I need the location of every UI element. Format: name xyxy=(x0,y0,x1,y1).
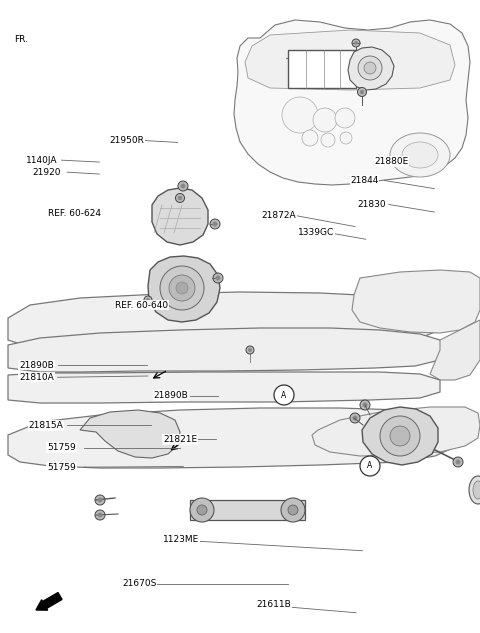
Text: 21890B: 21890B xyxy=(19,361,54,370)
Ellipse shape xyxy=(473,481,480,499)
Circle shape xyxy=(354,41,358,45)
Circle shape xyxy=(216,276,220,280)
Text: 21890B: 21890B xyxy=(154,391,188,400)
Ellipse shape xyxy=(469,476,480,504)
Text: REF. 60-640: REF. 60-640 xyxy=(115,301,168,310)
Circle shape xyxy=(95,495,105,505)
Circle shape xyxy=(335,108,355,128)
Circle shape xyxy=(358,87,367,96)
Polygon shape xyxy=(8,292,445,347)
Circle shape xyxy=(213,222,217,226)
Polygon shape xyxy=(348,47,394,90)
Circle shape xyxy=(176,194,184,203)
FancyArrow shape xyxy=(36,592,62,610)
Text: A: A xyxy=(281,391,287,399)
Circle shape xyxy=(197,505,207,515)
Circle shape xyxy=(246,346,254,354)
Circle shape xyxy=(360,456,380,476)
Polygon shape xyxy=(152,188,208,245)
Text: 1140JA: 1140JA xyxy=(26,156,58,165)
Circle shape xyxy=(282,97,318,133)
Text: 21611B: 21611B xyxy=(257,600,291,609)
Circle shape xyxy=(453,457,463,467)
Polygon shape xyxy=(190,500,305,520)
Circle shape xyxy=(313,108,337,132)
Text: 21872A: 21872A xyxy=(262,211,296,220)
Circle shape xyxy=(281,498,305,522)
Circle shape xyxy=(144,296,152,304)
Circle shape xyxy=(380,416,420,456)
Circle shape xyxy=(340,132,352,144)
Circle shape xyxy=(363,403,367,407)
Polygon shape xyxy=(362,407,438,465)
Text: 21670S: 21670S xyxy=(122,579,157,588)
Circle shape xyxy=(98,513,102,517)
Ellipse shape xyxy=(390,133,450,177)
Text: 21844: 21844 xyxy=(350,176,379,185)
Circle shape xyxy=(176,282,188,294)
Circle shape xyxy=(350,413,360,423)
Polygon shape xyxy=(245,30,455,90)
Circle shape xyxy=(160,266,204,310)
Circle shape xyxy=(364,62,376,74)
Circle shape xyxy=(456,460,460,464)
Circle shape xyxy=(181,184,185,188)
Text: 51759: 51759 xyxy=(47,463,76,472)
Polygon shape xyxy=(352,270,480,333)
Polygon shape xyxy=(8,372,440,403)
Text: 21880E: 21880E xyxy=(374,157,408,166)
Circle shape xyxy=(178,181,188,191)
Circle shape xyxy=(353,416,357,420)
Polygon shape xyxy=(312,407,480,456)
Polygon shape xyxy=(430,320,480,380)
Polygon shape xyxy=(80,410,180,458)
Text: 21920: 21920 xyxy=(33,168,61,177)
Circle shape xyxy=(169,275,195,301)
Circle shape xyxy=(210,219,220,229)
Text: 1339GC: 1339GC xyxy=(298,229,334,237)
Text: 21830: 21830 xyxy=(358,200,386,209)
Circle shape xyxy=(360,90,364,94)
Circle shape xyxy=(352,39,360,47)
Circle shape xyxy=(190,498,214,522)
Text: 21950R: 21950R xyxy=(109,136,144,145)
Text: 51759: 51759 xyxy=(47,443,76,452)
Circle shape xyxy=(248,348,252,352)
Text: REF. 60-624: REF. 60-624 xyxy=(48,210,101,218)
Ellipse shape xyxy=(402,142,438,168)
Polygon shape xyxy=(148,256,220,322)
Circle shape xyxy=(358,56,382,80)
Text: A: A xyxy=(367,461,372,470)
Circle shape xyxy=(321,133,335,147)
Circle shape xyxy=(213,273,223,283)
Circle shape xyxy=(146,298,150,302)
Circle shape xyxy=(360,400,370,410)
Circle shape xyxy=(302,130,318,146)
Text: 21810A: 21810A xyxy=(19,373,54,382)
Circle shape xyxy=(178,196,182,200)
Polygon shape xyxy=(8,408,462,468)
Text: FR.: FR. xyxy=(14,35,28,44)
Text: 1123ME: 1123ME xyxy=(163,535,200,544)
Text: 21815A: 21815A xyxy=(29,421,63,430)
Circle shape xyxy=(274,385,294,405)
Polygon shape xyxy=(234,20,470,185)
Polygon shape xyxy=(8,328,445,372)
Circle shape xyxy=(288,505,298,515)
Text: 21821E: 21821E xyxy=(163,435,197,444)
Circle shape xyxy=(95,510,105,520)
Bar xyxy=(288,50,356,88)
Circle shape xyxy=(98,498,102,502)
Circle shape xyxy=(390,426,410,446)
